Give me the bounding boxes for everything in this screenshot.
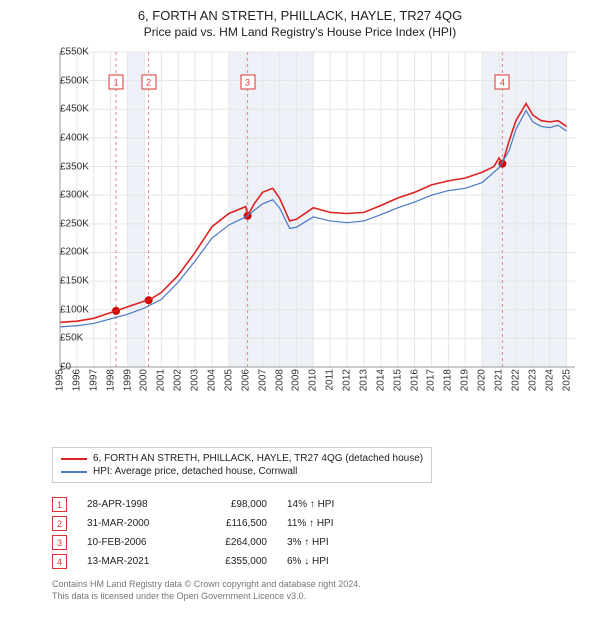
x-axis-label: 1997 bbox=[88, 369, 99, 391]
legend-label-1: 6, FORTH AN STRETH, PHILLACK, HAYLE, TR2… bbox=[93, 453, 423, 464]
x-axis-label: 2018 bbox=[443, 369, 454, 391]
x-axis-label: 2007 bbox=[257, 369, 268, 391]
x-axis-label: 2024 bbox=[544, 369, 555, 391]
sales-table: 1 28-APR-1998 £98,000 14% ↑ HPI 2 31-MAR-2000… bbox=[52, 495, 590, 571]
sale-date: 31-MAR-2000 bbox=[87, 518, 177, 529]
x-axis-label: 2013 bbox=[358, 369, 369, 391]
footer: Contains HM Land Registry data © Crown c… bbox=[52, 579, 590, 602]
x-axis-label: 2008 bbox=[274, 369, 285, 391]
x-axis-label: 2010 bbox=[308, 369, 319, 391]
x-axis-label: 2022 bbox=[510, 369, 521, 391]
x-axis-label: 1998 bbox=[105, 369, 116, 391]
chart-area: £0£50K£100K£150K£200K£250K£300K£350K£400… bbox=[20, 47, 580, 407]
x-axis-label: 2005 bbox=[223, 369, 234, 391]
x-axis-label: 2000 bbox=[139, 369, 150, 391]
x-axis-label: 1996 bbox=[71, 369, 82, 391]
sale-price: £355,000 bbox=[197, 556, 267, 567]
chart-title-1: 6, FORTH AN STRETH, PHILLACK, HAYLE, TR2… bbox=[10, 8, 590, 23]
x-axis-label: 2016 bbox=[409, 369, 420, 391]
x-axis-label: 2023 bbox=[527, 369, 538, 391]
sale-price: £116,500 bbox=[197, 518, 267, 529]
legend-row-2: HPI: Average price, detached house, Corn… bbox=[61, 465, 423, 478]
legend: 6, FORTH AN STRETH, PHILLACK, HAYLE, TR2… bbox=[52, 447, 432, 483]
x-axis-label: 2020 bbox=[477, 369, 488, 391]
x-axis-label: 2001 bbox=[156, 369, 167, 391]
sale-marker-badge: 3 bbox=[240, 75, 255, 90]
sale-date: 13-MAR-2021 bbox=[87, 556, 177, 567]
sale-pct: 14% ↑ HPI bbox=[287, 499, 377, 510]
sale-pct: 3% ↑ HPI bbox=[287, 537, 377, 548]
sale-date: 10-FEB-2006 bbox=[87, 537, 177, 548]
sale-marker-badge: 2 bbox=[141, 75, 156, 90]
sale-marker-badge: 4 bbox=[495, 75, 510, 90]
x-axis-label: 2012 bbox=[342, 369, 353, 391]
sale-pct: 11% ↑ HPI bbox=[287, 518, 377, 529]
table-row: 4 13-MAR-2021 £355,000 6% ↓ HPI bbox=[52, 552, 590, 571]
table-row: 2 31-MAR-2000 £116,500 11% ↑ HPI bbox=[52, 514, 590, 533]
x-axis-label: 2015 bbox=[392, 369, 403, 391]
sale-date: 28-APR-1998 bbox=[87, 499, 177, 510]
sale-price: £98,000 bbox=[197, 499, 267, 510]
sale-badge: 4 bbox=[52, 554, 67, 569]
x-axis-label: 2021 bbox=[494, 369, 505, 391]
legend-swatch-1 bbox=[61, 458, 87, 460]
sale-price: £264,000 bbox=[197, 537, 267, 548]
footer-line-2: This data is licensed under the Open Gov… bbox=[52, 591, 590, 603]
legend-swatch-2 bbox=[61, 471, 87, 473]
chart-title-2: Price paid vs. HM Land Registry's House … bbox=[10, 25, 590, 39]
x-axis-label: 2025 bbox=[561, 369, 572, 391]
x-axis-label: 2003 bbox=[190, 369, 201, 391]
x-axis-label: 2017 bbox=[426, 369, 437, 391]
x-axis-label: 2009 bbox=[291, 369, 302, 391]
x-axis-label: 2002 bbox=[173, 369, 184, 391]
x-axis-label: 1999 bbox=[122, 369, 133, 391]
sale-badge: 3 bbox=[52, 535, 67, 550]
x-axis-label: 2006 bbox=[240, 369, 251, 391]
table-row: 3 10-FEB-2006 £264,000 3% ↑ HPI bbox=[52, 533, 590, 552]
x-axis-label: 2004 bbox=[206, 369, 217, 391]
chart-svg bbox=[20, 47, 580, 407]
x-axis-label: 2011 bbox=[325, 369, 336, 391]
x-axis-label: 2014 bbox=[375, 369, 386, 391]
sale-pct: 6% ↓ HPI bbox=[287, 556, 377, 567]
x-axis-label: 2019 bbox=[460, 369, 471, 391]
legend-row-1: 6, FORTH AN STRETH, PHILLACK, HAYLE, TR2… bbox=[61, 452, 423, 465]
footer-line-1: Contains HM Land Registry data © Crown c… bbox=[52, 579, 590, 591]
table-row: 1 28-APR-1998 £98,000 14% ↑ HPI bbox=[52, 495, 590, 514]
sale-badge: 1 bbox=[52, 497, 67, 512]
sale-badge: 2 bbox=[52, 516, 67, 531]
x-axis-label: 1995 bbox=[55, 369, 66, 391]
sale-marker-badge: 1 bbox=[109, 75, 124, 90]
legend-label-2: HPI: Average price, detached house, Corn… bbox=[93, 466, 297, 477]
